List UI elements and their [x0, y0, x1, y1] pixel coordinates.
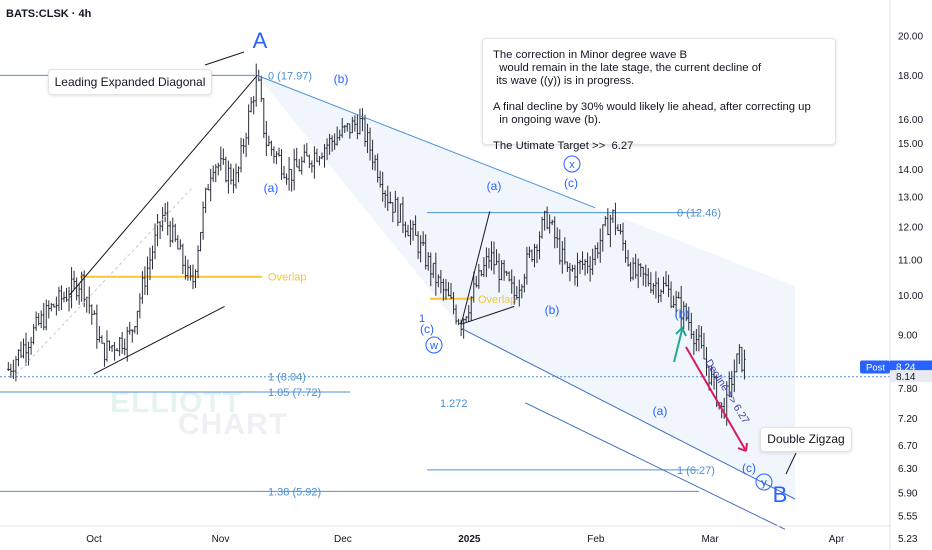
note-line-5: in ongoing wave (b).: [493, 114, 602, 126]
y-tick-15: 5.90: [898, 489, 918, 500]
note-line-3: [493, 88, 825, 101]
wave-c_paren_3-label: (c): [742, 461, 756, 475]
wave-c_paren_2-label: (c): [564, 176, 578, 190]
y-tick-11: 7.80: [898, 384, 918, 395]
note-line-7: The Utimate Target >> 6.27: [493, 140, 634, 152]
double-zigzag-label: Double Zigzag: [767, 432, 845, 446]
wave-y_circle-circle: [755, 473, 773, 491]
x-tick-Nov: Nov: [212, 534, 230, 545]
channel-upper-line: [257, 74, 596, 209]
analysis-note-text: The correction in Minor degree wave B wo…: [493, 49, 825, 153]
post-badge: [860, 360, 890, 374]
y-tick-6: 12.00: [898, 223, 923, 234]
note-line-2: its wave ((y)) is in progress.: [493, 75, 635, 87]
decline-arrowhead: [737, 442, 748, 452]
y-tick-0: 20.00: [898, 31, 923, 42]
symbol-title: BATS:CLSK · 4h: [6, 8, 92, 20]
wave-b_paren_1-label: (b): [334, 72, 349, 86]
post-price-value: 8.24: [896, 363, 916, 374]
up-arrow-line: [673, 329, 683, 363]
level-0-12-46-label: 0 (12.46): [677, 208, 721, 220]
diagonal-upper-line: [69, 75, 258, 296]
wave-B-label: B: [773, 482, 788, 507]
diagonal-lower-line: [93, 305, 225, 375]
y-tick-3: 15.00: [898, 139, 923, 150]
level-1-6-27-label: 1 (6.27): [677, 465, 715, 477]
leading-diagonal-label: Leading Expanded Diagonal: [54, 75, 206, 89]
wave-A-label: A: [253, 28, 268, 53]
channel-lower-line: [460, 327, 796, 500]
double-zigzag-callout: Double Zigzag: [760, 427, 852, 452]
wave-b_paren_3-label: (b): [545, 303, 560, 317]
wave-w_circle-label: w: [429, 340, 438, 352]
x-tick-Mar: Mar: [701, 534, 719, 545]
y-tick-4: 14.00: [898, 165, 923, 176]
note-line-0: The correction in Minor degree wave B: [493, 49, 688, 61]
wave-one-label: 1: [419, 313, 425, 325]
y-tick-7: 11.00: [898, 255, 923, 266]
wave-c_paren_1-label: (c): [420, 322, 434, 336]
triangle-upper-line: [460, 211, 491, 325]
note-line-4: A final decline by 30% would likely lie …: [493, 101, 811, 113]
channel-1272-line: [525, 402, 786, 530]
level-0-17-97-label: 0 (17.97): [268, 70, 312, 82]
wave-a_paren_3-label: (a): [653, 404, 668, 418]
y-tick-17: 5.23: [898, 534, 918, 545]
leading-diagonal-callout: Leading Expanded Diagonal: [48, 69, 212, 95]
wave-x_circle-circle: [563, 155, 581, 173]
wave-a_paren_2-label: (a): [487, 179, 502, 193]
y-tick-12: 7.20: [898, 414, 918, 425]
x-tick-Apr: Apr: [829, 534, 845, 545]
x-tick-2025: 2025: [458, 534, 481, 545]
note-line-1: would remain in the late stage, the curr…: [493, 62, 762, 74]
level-1-05-7-72-label: 1.05 (7.72): [268, 387, 321, 399]
level-1-8-04-label: 1 (8.04): [268, 372, 306, 384]
wave-b_paren_3-label: (b): [675, 307, 690, 321]
wave-y_circle-label: y: [761, 477, 767, 489]
note-line-6: [493, 127, 825, 140]
y-tick-9: 9.00: [898, 330, 918, 341]
diagonal-dashed-line: [16, 187, 193, 375]
leading-callout-leader: [204, 51, 245, 66]
level-1-38-5-92-label: 1.38 (5.92): [268, 486, 321, 498]
wave-w_circle-circle: [425, 336, 443, 354]
double-zigzag-leader: [785, 452, 797, 475]
analysis-note: The correction in Minor degree wave B wo…: [482, 38, 836, 152]
watermark-line-2: CHART: [178, 408, 288, 441]
x-tick-Feb: Feb: [587, 534, 605, 545]
overlap-1-label: Overlap: [268, 272, 307, 284]
channel-fill: [257, 75, 795, 499]
wave-x_circle-label: x: [569, 159, 575, 171]
last-price-value: 8.14: [896, 372, 916, 383]
level-1-272-label: 1.272: [440, 398, 468, 410]
y-tick-14: 6.30: [898, 464, 918, 475]
y-tick-8: 10.00: [898, 291, 923, 302]
y-tick-1: 18.00: [898, 71, 923, 82]
y-tick-13: 6.70: [898, 441, 918, 452]
y-tick-5: 13.00: [898, 193, 923, 204]
y-tick-2: 16.00: [898, 115, 923, 126]
last-price-tag: [890, 370, 932, 383]
post-badge-label: Post: [866, 363, 885, 374]
x-tick-Oct: Oct: [86, 534, 102, 545]
overlap-2-label: Overlap: [478, 294, 517, 306]
decline-arrow-line: [685, 346, 747, 452]
x-tick-Dec: Dec: [334, 534, 352, 545]
y-tick-16: 5.55: [898, 512, 918, 523]
triangle-lower-line: [461, 305, 515, 325]
wave-a_paren_1-label: (a): [264, 181, 279, 195]
up-arrowhead: [675, 326, 687, 337]
